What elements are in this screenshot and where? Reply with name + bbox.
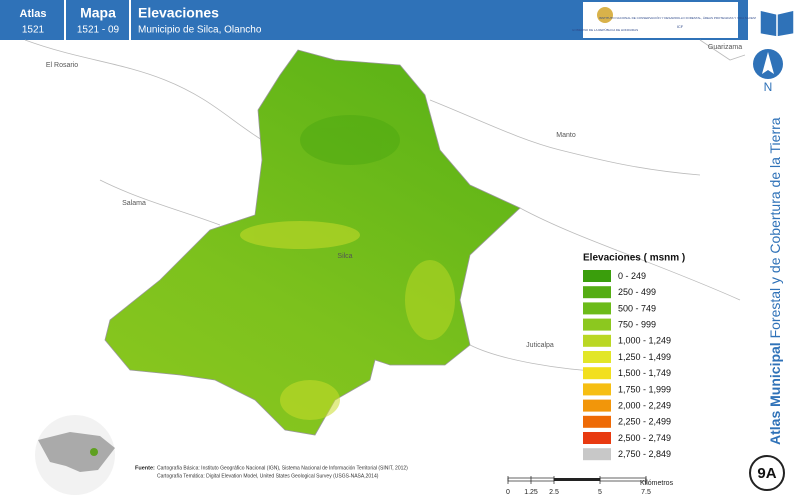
legend-label: 750 - 999 xyxy=(618,319,656,329)
legend-swatch xyxy=(583,399,611,412)
legend-swatch xyxy=(583,432,611,444)
places: El Rosario Guarizama Manto Salama Silca Jutic… xyxy=(46,44,742,349)
legend-swatch xyxy=(583,334,611,347)
scale-bar: 0 1.25 2.5 5 7.5 Kilómetros xyxy=(506,476,674,496)
place-label: Salama xyxy=(122,200,146,207)
legend-label: 1,750 - 1,999 xyxy=(618,384,671,394)
logo-government: GOBIERNO DE LA REPÚBLICA DE HONDURAS xyxy=(572,27,638,32)
coat-of-arms xyxy=(597,7,613,23)
source-label: Fuente: xyxy=(135,465,155,471)
highlands xyxy=(240,115,455,420)
sheet-label: 9A xyxy=(757,465,776,482)
legend-label: 1,000 - 1,249 xyxy=(618,336,671,346)
scale-tick-label: 2.5 xyxy=(549,489,559,496)
legend-swatch xyxy=(583,351,611,363)
place-label: El Rosario xyxy=(46,62,78,69)
legend-swatch xyxy=(583,302,611,315)
legend-swatch xyxy=(583,415,611,428)
legend-swatch xyxy=(583,286,611,299)
source-line: Cartografía Básica: Instituto Geográfico… xyxy=(157,465,408,471)
legend-label: 0 - 249 xyxy=(618,271,646,281)
series-rest: Forestal y de Cobertura de la Tierra xyxy=(767,117,783,342)
legend-swatch xyxy=(583,318,611,331)
sheet-circle xyxy=(749,455,785,491)
place-label: Guarizama xyxy=(708,44,742,51)
legend-label: 2,500 - 2,749 xyxy=(618,433,671,443)
subtitle: Municipio de Silca, Olancho xyxy=(138,25,262,36)
scale-unit: Kilómetros xyxy=(640,480,674,487)
legend-label: 1,500 - 1,749 xyxy=(618,368,671,378)
legend: 0 - 249 250 - 499 500 - 749 750 - 999 1,000 … xyxy=(583,270,671,461)
inset-country xyxy=(38,432,115,472)
book-icon xyxy=(759,9,795,38)
map-label: Mapa xyxy=(80,5,116,21)
series-bold: Atlas Municipal xyxy=(767,342,783,445)
place-label: Silca xyxy=(337,253,352,260)
scale-tick-label: 7.5 xyxy=(641,489,651,496)
place-label: Juticalpa xyxy=(526,342,554,349)
legend-swatch xyxy=(583,448,611,461)
scale-tick-label: 1.25 xyxy=(524,489,538,496)
atlas-number: 1521 xyxy=(22,25,45,36)
source-line: Cartografía Temática: Digital Elevation … xyxy=(157,473,379,479)
scale-tick-label: 0 xyxy=(506,489,510,496)
scale-segment xyxy=(554,478,600,481)
legend-label: 2,250 - 2,499 xyxy=(618,417,671,427)
legend-label: 1,250 - 1,499 xyxy=(618,352,671,362)
inset-location xyxy=(90,448,98,456)
legend-label: 500 - 749 xyxy=(618,303,656,313)
legend-title: Elevaciones ( msnm ) xyxy=(583,253,685,264)
legend-swatch xyxy=(583,367,611,380)
map-number: 1521 - 09 xyxy=(77,25,120,36)
atlas-label: Atlas xyxy=(20,8,47,20)
legend-label: 2,750 - 2,849 xyxy=(618,449,671,459)
north-arrow xyxy=(762,52,774,74)
title: Elevaciones xyxy=(138,5,219,21)
legend-swatch xyxy=(583,270,611,282)
series-title: Atlas Municipal Forestal y de Cobertura … xyxy=(767,117,783,445)
logo-institute: INSTITUTO NACIONAL DE CONSERVACIÓN Y DES… xyxy=(599,15,761,20)
scale-tick-label: 5 xyxy=(598,489,602,496)
legend-swatch xyxy=(583,383,611,396)
place-label: Manto xyxy=(556,132,576,139)
north-label: N xyxy=(764,80,773,94)
legend-label: 2,000 - 2,249 xyxy=(618,400,671,410)
logo-acronym: ICF xyxy=(677,24,684,29)
legend-label: 250 - 499 xyxy=(618,287,656,297)
